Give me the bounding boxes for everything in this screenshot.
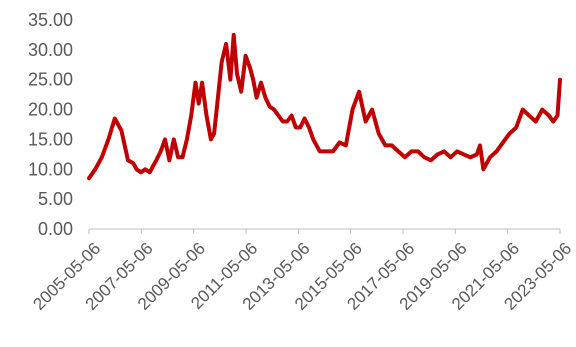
y-tick-label: 30.00: [28, 40, 73, 60]
y-tick-label: 25.00: [28, 70, 73, 90]
y-tick-label: 5.00: [38, 189, 73, 209]
y-tick-label: 15.00: [28, 129, 73, 149]
y-tick-label: 0.00: [38, 219, 73, 239]
x-axis-labels: 2005-05-062007-05-062009-05-062011-05-06…: [29, 239, 575, 314]
y-axis-labels: 0.00 5.00 10.00 15.00 20.00 25.00 30.00 35.00: [28, 10, 73, 239]
y-tick-label: 20.00: [28, 100, 73, 120]
y-tick-label: 35.00: [28, 10, 73, 30]
series-line: [87, 32, 562, 181]
x-axis-ticks: [88, 229, 561, 234]
y-tick-label: 10.00: [28, 159, 73, 179]
series-group: [87, 32, 562, 181]
